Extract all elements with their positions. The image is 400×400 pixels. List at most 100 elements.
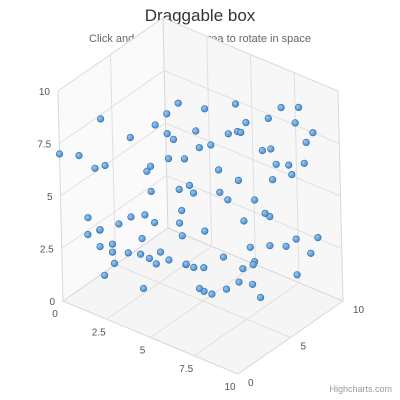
scatter-point[interactable] xyxy=(147,162,155,170)
scatter-point[interactable] xyxy=(272,160,280,168)
scatter-point[interactable] xyxy=(55,150,64,158)
scatter-point[interactable] xyxy=(145,254,153,262)
scatter-point[interactable] xyxy=(180,155,189,163)
scatter-point[interactable] xyxy=(285,161,293,169)
scatter-point[interactable] xyxy=(182,260,190,268)
scatter-point[interactable] xyxy=(261,209,269,217)
scatter-point[interactable] xyxy=(224,196,232,204)
scatter-point[interactable] xyxy=(163,110,171,118)
scatter-point[interactable] xyxy=(124,249,132,257)
scatter-point[interactable] xyxy=(269,176,277,184)
scatter-point[interactable] xyxy=(84,214,92,222)
scatter-point[interactable] xyxy=(249,280,257,288)
axis-ticks: 0 2.5 5 7.5 10 0 2.5 5 7.5 10 0 5 10 xyxy=(37,87,364,393)
scatter-point[interactable] xyxy=(282,242,290,250)
scatter-point[interactable] xyxy=(302,138,310,146)
scatter-point[interactable] xyxy=(222,285,231,293)
scatter-point[interactable] xyxy=(101,161,109,170)
scatter-point[interactable] xyxy=(96,115,105,123)
scatter-point[interactable] xyxy=(292,235,300,243)
scatter-point[interactable] xyxy=(141,211,149,219)
scatter-point[interactable] xyxy=(300,159,308,167)
scatter-point[interactable] xyxy=(295,103,303,111)
scatter-point[interactable] xyxy=(246,243,254,251)
x-tick-label: 5 xyxy=(140,346,146,357)
scatter-point[interactable] xyxy=(127,213,135,221)
scatter-point[interactable] xyxy=(224,130,232,138)
scatter-point[interactable] xyxy=(231,100,240,108)
scatter-point[interactable] xyxy=(215,166,223,174)
scatter-point[interactable] xyxy=(216,188,224,196)
scatter-point[interactable] xyxy=(75,152,83,160)
scatter-point[interactable] xyxy=(309,129,317,137)
scatter-point[interactable] xyxy=(293,271,301,279)
scatter-point[interactable] xyxy=(169,135,178,143)
scatter-point[interactable] xyxy=(249,261,257,269)
grid-line-z xyxy=(115,264,291,338)
scatter-point[interactable] xyxy=(151,219,159,227)
scatter-point[interactable] xyxy=(84,231,92,239)
scatter-point[interactable] xyxy=(108,248,117,256)
scatter-point[interactable] xyxy=(257,293,265,302)
scatter-point[interactable] xyxy=(242,118,250,127)
scatter-point[interactable] xyxy=(208,290,216,298)
scatter-point[interactable] xyxy=(165,256,173,264)
scatter-point[interactable] xyxy=(143,167,151,175)
scatter-point[interactable] xyxy=(288,171,296,179)
scatter-point[interactable] xyxy=(176,219,184,227)
scatter-point[interactable] xyxy=(291,119,299,127)
scatter-point[interactable] xyxy=(164,155,173,163)
scatter-point[interactable] xyxy=(185,181,194,189)
scatter-point[interactable] xyxy=(178,232,186,240)
grid-line-x xyxy=(250,54,256,265)
scatter-point[interactable] xyxy=(163,130,171,138)
scatter-point[interactable] xyxy=(277,103,285,112)
z-tick-label: 5 xyxy=(301,342,307,353)
scatter-point[interactable] xyxy=(178,207,186,215)
scatter-point[interactable] xyxy=(195,284,204,293)
scatter-point[interactable] xyxy=(138,235,146,243)
scatter-point[interactable] xyxy=(190,263,198,272)
scatter-point[interactable] xyxy=(219,253,228,261)
scatter-point[interactable] xyxy=(110,259,119,268)
scatter-point[interactable] xyxy=(207,141,215,149)
scatter-point[interactable] xyxy=(151,121,159,129)
scatter-point[interactable] xyxy=(239,265,247,273)
scatter-point[interactable] xyxy=(139,284,148,293)
scatter-point[interactable] xyxy=(240,217,248,225)
scatter-point[interactable] xyxy=(258,147,267,155)
scatter-point[interactable] xyxy=(147,187,155,196)
scatter-point[interactable] xyxy=(200,264,208,272)
scatter-point[interactable] xyxy=(152,260,160,268)
scatter-point[interactable] xyxy=(201,227,209,235)
scatter-point[interactable] xyxy=(314,234,322,242)
scatter-point[interactable] xyxy=(126,134,134,142)
scatter-point[interactable] xyxy=(175,185,183,193)
credits-link[interactable]: Highcharts.com xyxy=(329,384,392,394)
z-tick-label: 10 xyxy=(353,305,365,316)
scatter-point[interactable] xyxy=(201,105,209,113)
scatter-point[interactable] xyxy=(192,127,200,135)
scatter-point[interactable] xyxy=(251,196,259,204)
scatter-point[interactable] xyxy=(234,176,242,184)
chart-title: Draggable box xyxy=(144,6,256,25)
scatter-point[interactable] xyxy=(100,271,109,279)
scatter-point[interactable] xyxy=(267,145,275,153)
scatter-point[interactable] xyxy=(91,164,99,172)
scatter-point[interactable] xyxy=(156,248,165,256)
scatter-point[interactable] xyxy=(115,220,123,228)
scatter-point[interactable] xyxy=(174,99,182,107)
scatter-point[interactable] xyxy=(237,128,245,137)
scatter-point[interactable] xyxy=(195,144,203,152)
scatter-point[interactable] xyxy=(137,250,145,258)
scatter-point[interactable] xyxy=(266,242,274,250)
scatter-point[interactable] xyxy=(235,278,243,286)
scatter-point[interactable] xyxy=(189,189,198,197)
scatter-point[interactable] xyxy=(96,226,104,234)
scatter-point[interactable] xyxy=(108,240,117,248)
z-tick-label: 0 xyxy=(248,378,254,389)
scatter-point[interactable] xyxy=(96,243,104,251)
scatter-point[interactable] xyxy=(307,249,315,257)
scatter-point[interactable] xyxy=(264,114,272,122)
